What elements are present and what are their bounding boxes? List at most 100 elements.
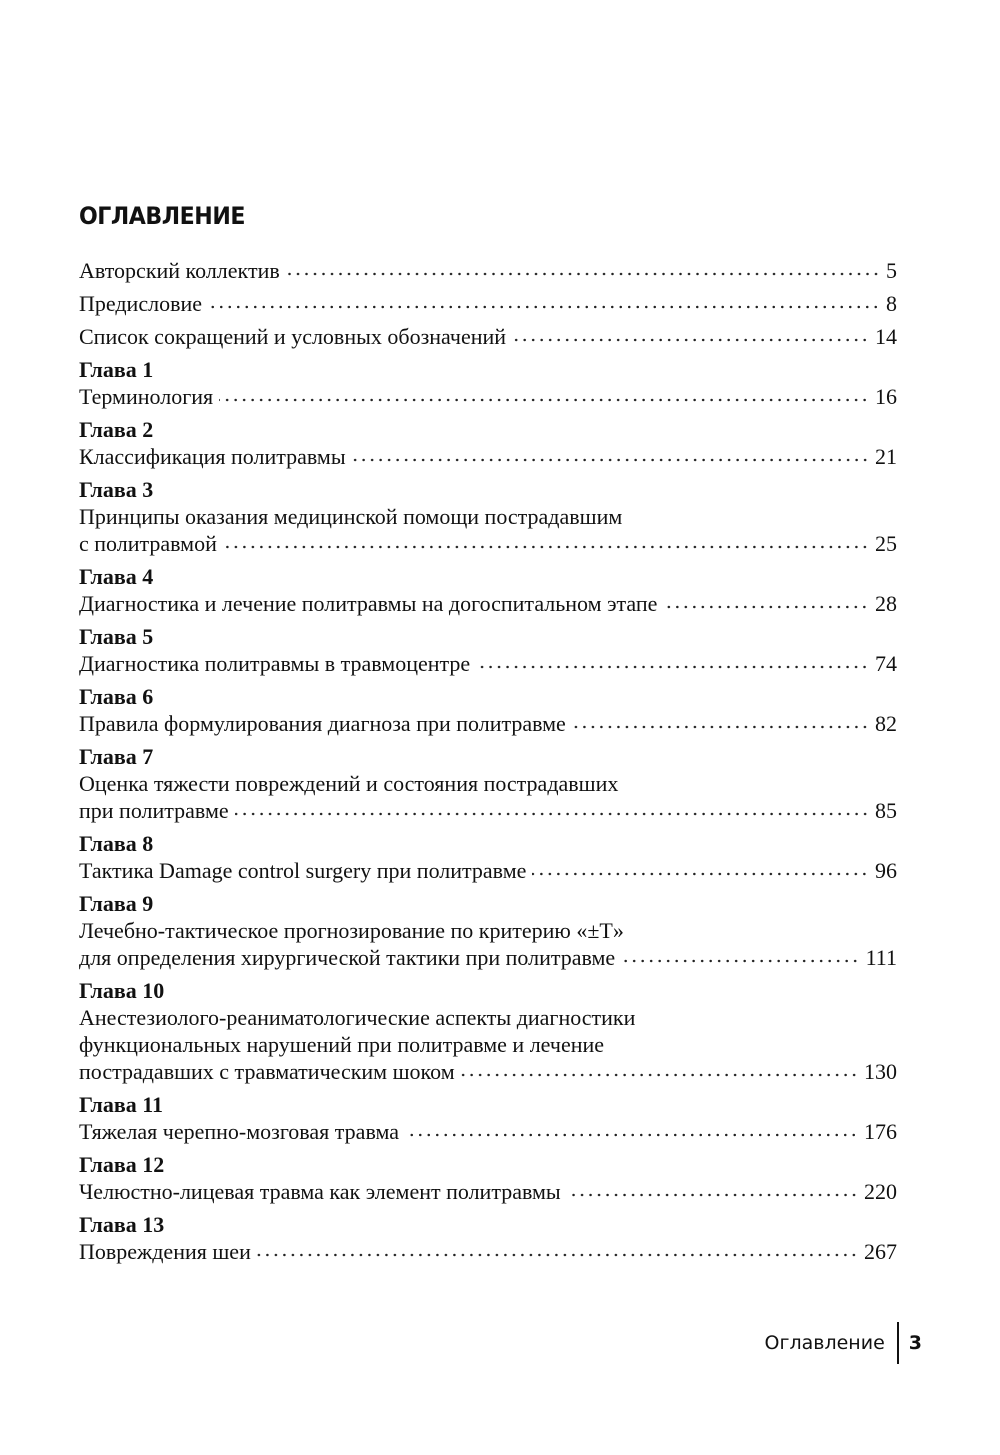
chapter-label: Глава 7 — [79, 744, 154, 769]
dot-leader — [208, 304, 880, 310]
entry-title-line: Диагностика политравмы в травмоцентре 74 — [79, 650, 897, 677]
toc-entry[interactable]: Глава 13 Повреждения шеи 267 — [79, 1211, 897, 1265]
dot-leader — [621, 958, 860, 964]
running-footer: Оглавление 3 — [765, 1322, 922, 1364]
entry-title-line: для определения хирургической тактики пр… — [79, 944, 897, 971]
entry-title: Оценка тяжести повреждений и состояния п… — [79, 771, 619, 796]
dot-leader — [663, 604, 869, 610]
dot-leader — [512, 337, 869, 343]
chapter-label: Глава 12 — [79, 1152, 165, 1177]
dot-leader — [405, 1132, 858, 1138]
entry-page-number: 220 — [864, 1179, 897, 1204]
dot-leader — [476, 664, 869, 670]
dot-leader — [234, 811, 869, 817]
footer-section-title: Оглавление — [764, 1332, 885, 1354]
toc-entry[interactable]: Глава 12 Челюстно-лицевая травма как элем… — [79, 1151, 897, 1205]
entry-title-line: Классификация политравмы 21 — [79, 443, 897, 470]
entry-page-number: 267 — [864, 1239, 897, 1264]
chapter-label: Глава 11 — [79, 1092, 164, 1117]
entry-title: Список сокращений и условных обозначений — [79, 324, 507, 349]
entry-title: Правила формулирования диагноза при поли… — [79, 711, 566, 736]
entry-title-line: с политравмой 25 — [79, 530, 897, 557]
entry-title: Классификация политравмы — [79, 444, 346, 469]
entry-title-line: Список сокращений и условных обозначений… — [79, 323, 897, 350]
entry-page-number: 96 — [875, 858, 897, 883]
entry-page-number: 85 — [875, 798, 897, 823]
entry-page-number: 176 — [864, 1119, 897, 1144]
entry-title-line: Диагностика и лечение политравмы на дого… — [79, 590, 897, 617]
entry-page-number: 21 — [875, 444, 897, 469]
entry-title: с политравмой — [79, 531, 217, 556]
dot-leader — [285, 271, 880, 277]
entry-page-number: 5 — [886, 258, 897, 283]
entry-page-number: 28 — [875, 591, 897, 616]
chapter-label: Глава 8 — [79, 831, 154, 856]
toc-entry[interactable]: Глава 7 Оценка тяжести повреждений и сост… — [79, 743, 897, 824]
entry-page-number: 74 — [875, 651, 897, 676]
entry-title: Повреждения шеи — [79, 1239, 251, 1264]
entry-page-number: 14 — [875, 324, 897, 349]
page-number: 3 — [908, 1332, 922, 1354]
chapter-label: Глава 6 — [79, 684, 154, 709]
toc-entry[interactable]: Глава 4 Диагностика и лечение политравмы … — [79, 563, 897, 617]
dot-leader — [256, 1252, 858, 1258]
chapter-label: Глава 3 — [79, 477, 154, 502]
dot-leader — [219, 397, 869, 403]
toc-entry[interactable]: Предисловие 8 — [79, 290, 897, 317]
toc-entry[interactable]: Глава 6 Правила формулирования диагноза п… — [79, 683, 897, 737]
dot-leader — [222, 544, 869, 550]
entry-page-number: 16 — [875, 384, 897, 409]
entry-title: Предисловие — [79, 291, 202, 316]
toc-entry[interactable]: Список сокращений и условных обозначений… — [79, 323, 897, 350]
dot-leader — [571, 724, 869, 730]
footer-divider — [896, 1322, 899, 1364]
entry-title-line: Принципы оказания медицинской помощи пос… — [79, 503, 897, 530]
entry-title: Диагностика политравмы в травмоцентре — [79, 651, 471, 676]
toc-entry[interactable]: Глава 2 Классификация политравмы 21 — [79, 416, 897, 470]
entry-title: Анестезиолого-реаниматологические аспект… — [79, 1005, 636, 1030]
entry-title-line: Авторский коллектив 5 — [79, 257, 897, 284]
entry-title: Диагностика и лечение политравмы на дого… — [79, 591, 658, 616]
page-title: ОГЛАВЛЕНИЕ — [79, 202, 245, 230]
toc-entry[interactable]: Глава 11 Тяжелая черепно-мозговая травма 1… — [79, 1091, 897, 1145]
entry-title: Тактика Damage control surgery при полит… — [79, 858, 527, 883]
toc-entry[interactable]: Глава 8 Тактика Damage control surgery пр… — [79, 830, 897, 884]
toc-entry[interactable]: Глава 10 Анестезиолого-реаниматологически… — [79, 977, 897, 1085]
toc-entry[interactable]: Глава 9 Лечебно-тактическое прогнозирован… — [79, 890, 897, 971]
entry-title-line: Повреждения шеи 267 — [79, 1238, 897, 1265]
entry-title-line: Тактика Damage control surgery при полит… — [79, 857, 897, 884]
entry-title-line: при политравме 85 — [79, 797, 897, 824]
entry-title-line: Челюстно-лицевая травма как элемент поли… — [79, 1178, 897, 1205]
entry-title: Принципы оказания медицинской помощи пос… — [79, 504, 623, 529]
dot-leader — [460, 1072, 858, 1078]
table-of-contents: Авторский коллектив 5 Предисловие 8 Список с… — [79, 257, 897, 1265]
toc-entry[interactable]: Глава 3 Принципы оказания медицинской пом… — [79, 476, 897, 557]
toc-entry[interactable]: Глава 5 Диагностика политравмы в травмоце… — [79, 623, 897, 677]
dot-leader — [532, 871, 869, 877]
dot-leader — [351, 457, 869, 463]
chapter-label: Глава 5 — [79, 624, 154, 649]
chapter-label: Глава 1 — [79, 357, 154, 382]
entry-title: при политравме — [79, 798, 229, 823]
entry-title: пострадавших с травматическим шоком — [79, 1059, 455, 1084]
entry-title-line: Анестезиолого-реаниматологические аспект… — [79, 1004, 897, 1031]
entry-title-line: Оценка тяжести повреждений и состояния п… — [79, 770, 897, 797]
toc-entry[interactable]: Глава 1 Терминология 16 — [79, 356, 897, 410]
entry-title-line: Правила формулирования диагноза при поли… — [79, 710, 897, 737]
chapter-label: Глава 9 — [79, 891, 154, 916]
entry-page-number: 8 — [886, 291, 897, 316]
entry-title-line: пострадавших с травматическим шоком 130 — [79, 1058, 897, 1085]
entry-page-number: 25 — [875, 531, 897, 556]
chapter-label: Глава 4 — [79, 564, 154, 589]
entry-page-number: 111 — [865, 945, 897, 970]
dot-leader — [566, 1192, 858, 1198]
entry-title-line: Лечебно-тактическое прогнозирование по к… — [79, 917, 897, 944]
entry-title: Тяжелая черепно-мозговая травма — [79, 1119, 399, 1144]
chapter-label: Глава 10 — [79, 978, 165, 1003]
chapter-label: Глава 2 — [79, 417, 154, 442]
entry-title: Лечебно-тактическое прогнозирование по к… — [79, 918, 624, 943]
entry-title: функциональных нарушений при политравме … — [79, 1032, 605, 1057]
toc-entry[interactable]: Авторский коллектив 5 — [79, 257, 897, 284]
chapter-label: Глава 13 — [79, 1212, 165, 1237]
entry-title-line: Тяжелая черепно-мозговая травма 176 — [79, 1118, 897, 1145]
